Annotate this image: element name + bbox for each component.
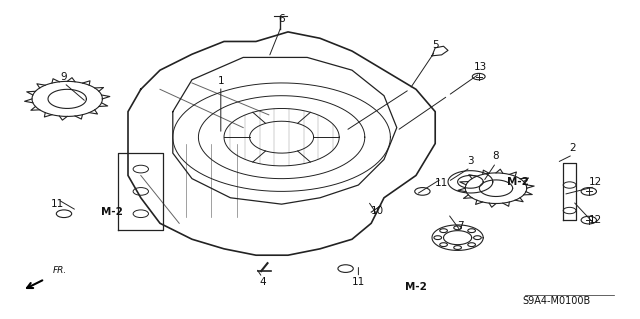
Text: 3: 3 (467, 156, 474, 166)
Text: 6: 6 (278, 14, 285, 24)
Text: 9: 9 (61, 71, 67, 82)
Text: 4: 4 (259, 277, 266, 287)
Text: M-2: M-2 (405, 282, 427, 292)
Text: 12: 12 (589, 215, 602, 225)
Text: 7: 7 (458, 221, 464, 232)
Text: 8: 8 (493, 151, 499, 161)
Text: 10: 10 (371, 205, 384, 216)
Text: 1: 1 (218, 76, 224, 86)
Text: M-2: M-2 (508, 177, 529, 187)
Text: 11: 11 (51, 199, 64, 209)
Text: 11: 11 (435, 178, 448, 189)
Text: 11: 11 (352, 277, 365, 287)
Text: 2: 2 (570, 143, 576, 153)
Text: S9A4-M0100B: S9A4-M0100B (523, 296, 591, 307)
Text: 13: 13 (474, 62, 486, 72)
Text: FR.: FR. (52, 266, 67, 275)
Text: 5: 5 (432, 40, 438, 50)
Text: M-2: M-2 (101, 207, 123, 217)
Text: 12: 12 (589, 177, 602, 187)
